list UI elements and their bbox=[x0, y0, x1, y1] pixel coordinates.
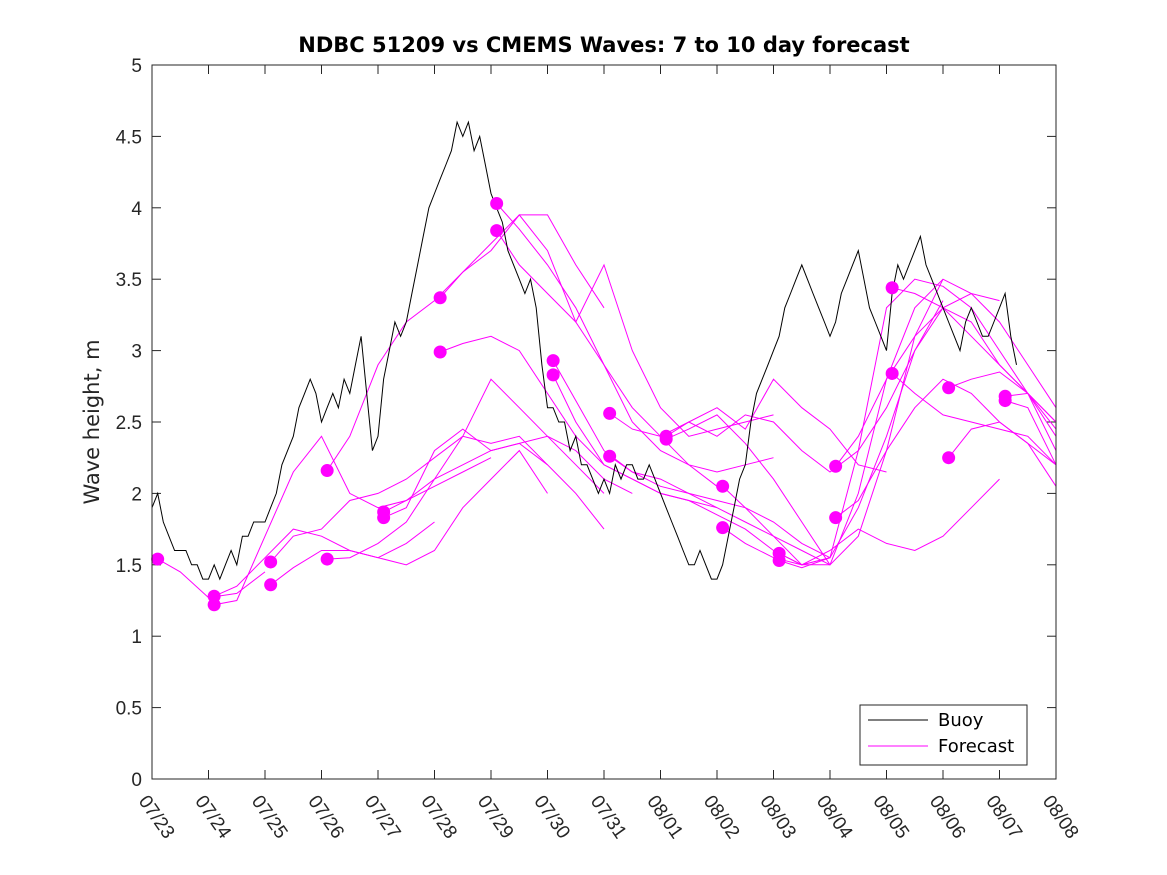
x-tick-label: 07/27 bbox=[360, 792, 404, 843]
forecast-start-marker bbox=[320, 464, 334, 478]
forecast-start-marker bbox=[264, 578, 278, 592]
x-tick-label: 08/01 bbox=[642, 792, 686, 843]
y-tick-label: 4.5 bbox=[116, 127, 142, 148]
x-tick-label: 08/02 bbox=[699, 792, 743, 843]
x-tick-label: 08/07 bbox=[981, 792, 1025, 843]
forecast-start-marker bbox=[659, 432, 673, 446]
legend-forecast-label: Forecast bbox=[938, 736, 1014, 757]
forecast-start-marker bbox=[603, 449, 617, 463]
plot-area-background bbox=[152, 65, 1056, 779]
series-layer bbox=[151, 120, 1057, 606]
forecast-start-marker bbox=[716, 479, 730, 493]
forecast-line bbox=[327, 378, 605, 560]
forecast-start-marker bbox=[433, 345, 447, 359]
forecast-start-marker bbox=[546, 354, 560, 368]
y-tick-label: 2.5 bbox=[116, 413, 142, 434]
forecast-start-marker bbox=[942, 451, 956, 465]
x-tick-label: 07/30 bbox=[529, 792, 573, 843]
forecast-start-marker bbox=[320, 552, 334, 566]
y-tick-label: 5 bbox=[131, 56, 142, 77]
y-tick-label: 1 bbox=[131, 627, 142, 648]
forecast-line bbox=[609, 378, 887, 473]
forecast-line bbox=[270, 449, 548, 586]
x-tick-label: 07/31 bbox=[586, 792, 630, 843]
y-tick-label: 4 bbox=[131, 199, 142, 220]
x-tick-label: 07/28 bbox=[416, 792, 460, 843]
x-tick-label: 08/04 bbox=[812, 792, 857, 843]
forecast-line bbox=[891, 373, 1057, 466]
forecast-start-marker bbox=[885, 281, 899, 295]
forecast-start-marker bbox=[151, 552, 165, 566]
x-tick-label: 07/26 bbox=[303, 792, 347, 843]
forecast-start-markers bbox=[151, 197, 1012, 612]
forecast-line bbox=[778, 278, 1057, 566]
forecast-start-marker bbox=[716, 521, 730, 535]
forecast-line bbox=[665, 300, 944, 473]
x-tick-label: 08/08 bbox=[1038, 792, 1082, 843]
forecast-start-marker bbox=[829, 459, 843, 473]
forecast-start-marker bbox=[603, 406, 617, 420]
legend-buoy-label: Buoy bbox=[938, 710, 984, 731]
y-tick-label: 3 bbox=[131, 342, 142, 363]
forecast-start-marker bbox=[546, 368, 560, 382]
forecast-start-marker bbox=[490, 197, 504, 211]
legend: Buoy Forecast bbox=[859, 704, 1028, 766]
forecast-start-marker bbox=[377, 505, 391, 519]
forecast-line bbox=[1005, 392, 1057, 451]
forecast-line bbox=[270, 435, 548, 563]
forecast-start-marker bbox=[433, 291, 447, 305]
forecast-start-marker bbox=[885, 366, 899, 380]
forecast-start-marker bbox=[998, 394, 1012, 408]
x-tick-label: 07/29 bbox=[473, 792, 517, 843]
x-tick-label: 07/23 bbox=[134, 792, 178, 843]
y-tick-label: 2 bbox=[131, 484, 142, 505]
forecast-line bbox=[496, 230, 774, 437]
y-tick-label: 3.5 bbox=[116, 270, 142, 291]
x-tick-label: 08/06 bbox=[925, 792, 969, 843]
y-tick-label: 1.5 bbox=[116, 556, 142, 577]
forecast-line bbox=[778, 278, 1057, 569]
forecast-line bbox=[1004, 400, 1057, 466]
y-tick-label: 0.5 bbox=[116, 699, 142, 720]
forecast-start-marker bbox=[829, 511, 843, 525]
plot-frame bbox=[151, 64, 1057, 780]
forecast-line bbox=[722, 478, 1000, 566]
y-tick-label: 0 bbox=[131, 770, 142, 791]
x-tick-label: 07/25 bbox=[247, 792, 291, 843]
forecast-start-marker bbox=[942, 381, 956, 395]
forecast-start-marker bbox=[490, 224, 504, 238]
forecast-start-marker bbox=[772, 554, 786, 568]
y-tick-labels: 0 0.5 1 1.5 2 2.5 3 3.5 4 4.5 5 bbox=[116, 56, 143, 791]
legend-box bbox=[859, 704, 1028, 766]
forecast-line bbox=[214, 435, 492, 606]
forecast-start-marker bbox=[207, 598, 221, 612]
forecast-line bbox=[213, 521, 435, 597]
x-tick-label: 08/05 bbox=[868, 792, 912, 843]
forecast-line bbox=[948, 421, 1057, 487]
forecast-line bbox=[609, 455, 831, 566]
chart-title: NDBC 51209 vs CMEMS Waves: 7 to 10 day f… bbox=[298, 33, 909, 57]
forecast-line bbox=[722, 292, 1000, 566]
axis-ticks bbox=[151, 64, 1057, 780]
x-tick-label: 07/24 bbox=[190, 792, 235, 843]
x-tick-labels: 07/23 07/24 07/25 07/26 07/27 07/28 07/29 07/30… bbox=[134, 792, 1082, 843]
forecast-line bbox=[665, 278, 944, 566]
forecast-line bbox=[383, 435, 633, 513]
x-tick-label: 08/03 bbox=[755, 792, 799, 843]
forecast-start-marker bbox=[264, 555, 278, 569]
forecast-line bbox=[948, 371, 1057, 423]
forecast-line bbox=[496, 203, 774, 473]
buoy-line bbox=[151, 120, 1017, 581]
y-axis-label: Wave height, m bbox=[80, 339, 104, 504]
